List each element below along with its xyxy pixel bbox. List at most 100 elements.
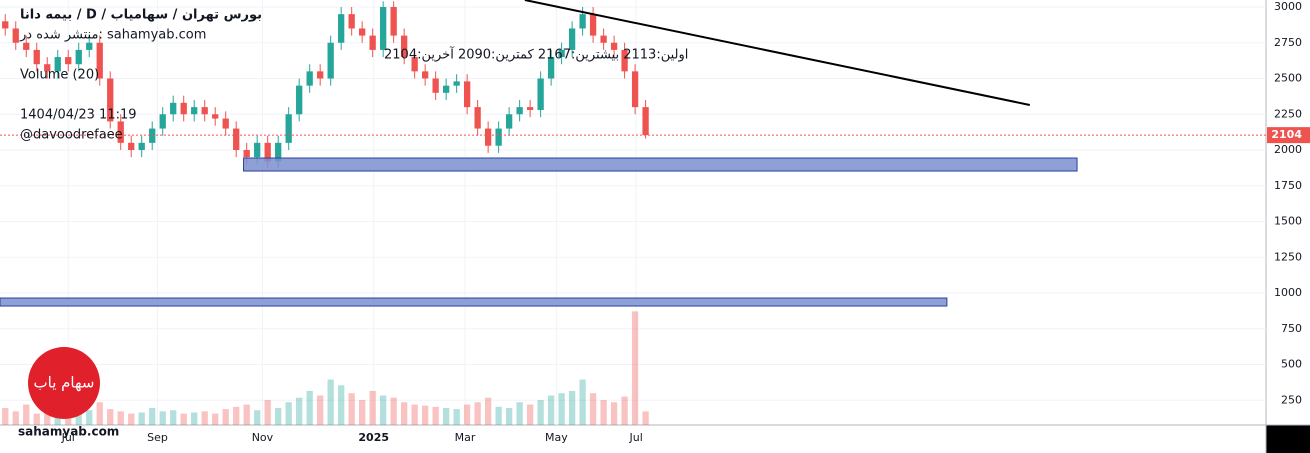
candle-body [264, 142, 271, 162]
volume-bar [547, 395, 555, 425]
volume-bar [33, 413, 40, 425]
volume-bar [107, 409, 114, 425]
candle-body [75, 49, 82, 65]
candle-body [33, 49, 40, 65]
candle-body [243, 150, 250, 158]
volume-bar [631, 311, 639, 425]
candle-body [442, 85, 450, 93]
candle-body [505, 114, 513, 129]
candle-body [579, 14, 586, 29]
y-tick-label: 1250 [1274, 250, 1302, 263]
volume-bar [369, 390, 376, 425]
volume-bar [422, 405, 429, 425]
candle-body [463, 81, 471, 108]
y-tick-label: 1000 [1274, 286, 1302, 299]
logo-text: سهام یاب [34, 374, 95, 392]
y-tick-label: 2000 [1274, 143, 1302, 156]
candle-body [600, 35, 607, 43]
volume-bar [96, 402, 103, 425]
candle-body [44, 64, 51, 72]
timestamp: 1404/04/23 11:19 [20, 108, 137, 123]
x-tick-label: Nov [252, 431, 274, 444]
last-price-box [1267, 127, 1310, 144]
volume-label: Volume (20) [20, 68, 99, 83]
chart-title: بیمه دانا / D / بورس تهران / سهامیاب [20, 8, 262, 23]
volume-bar [495, 406, 502, 425]
y-tick-label: 250 [1281, 393, 1302, 406]
volume-bar [579, 379, 586, 425]
volume-bar [264, 400, 271, 425]
candle-body [306, 71, 313, 86]
candle-body [12, 28, 19, 43]
volume-bar [516, 402, 523, 425]
volume-bar [610, 402, 618, 425]
corner-box [1266, 425, 1310, 453]
candle-body [631, 71, 639, 108]
x-tick-label: 2025 [358, 431, 389, 444]
published: منتشر شده در: sahamyab.com [19, 28, 206, 43]
y-tick-label: 3000 [1274, 0, 1302, 13]
candle-body [359, 28, 366, 36]
candle-body [526, 107, 534, 110]
volume-bar [23, 404, 30, 425]
candle-body [222, 118, 229, 129]
volume-bar [222, 409, 229, 425]
volume-bar [348, 393, 355, 425]
candle-body [568, 28, 576, 50]
candle-body [149, 128, 156, 143]
y-tick-label: 2500 [1274, 72, 1302, 85]
volume-bar [432, 406, 439, 425]
candle-body [285, 114, 292, 143]
volume-bar [474, 402, 481, 425]
volume-bar [558, 393, 565, 425]
candle-body [191, 107, 198, 115]
volume-bar [327, 379, 334, 425]
grid [0, 0, 1266, 425]
candle-body [54, 57, 61, 72]
candle-body [411, 57, 418, 72]
candle-body [2, 21, 9, 29]
y-tick-label: 1750 [1274, 179, 1302, 192]
volume-bar [390, 397, 397, 425]
candle-body [117, 121, 124, 143]
candle-body [338, 14, 345, 43]
volume-bar [296, 397, 303, 425]
volume-bar [243, 404, 250, 425]
volume-bar [201, 411, 208, 425]
x-tick-label: Mar [455, 431, 476, 444]
candle-body [65, 57, 72, 65]
author: @davoodrefaee [20, 128, 123, 143]
volume-bar [526, 404, 534, 425]
volume-bar [254, 410, 261, 425]
volume-bar [338, 385, 345, 425]
volume-bar [621, 396, 628, 425]
volume-bar [411, 404, 418, 425]
volume-bar [75, 412, 82, 425]
zone [0, 297, 948, 307]
volume-bar [642, 411, 649, 425]
candle-body [159, 114, 166, 129]
volume-bar [128, 413, 135, 425]
y-tick-label: 750 [1281, 322, 1302, 335]
volume-bar [285, 402, 292, 425]
candle-body [474, 107, 481, 129]
volume-bar [589, 393, 597, 425]
candle-body [128, 142, 135, 151]
candle-body [296, 85, 303, 115]
volume-bar [505, 407, 513, 425]
candle-body [96, 42, 103, 79]
volume-bar [86, 410, 93, 425]
last-price-label: 2104 [1271, 128, 1302, 141]
volume-bar [568, 390, 576, 425]
candle-body [180, 102, 187, 115]
volume-bar [138, 412, 145, 425]
candle-body [422, 71, 429, 79]
zone [243, 157, 1078, 172]
y-tick-label: 2750 [1274, 36, 1302, 49]
volume-bar [317, 395, 324, 425]
volume-bar [180, 413, 187, 425]
candle-body [621, 49, 628, 72]
candle-body [380, 7, 387, 50]
volume-bar [149, 407, 156, 425]
